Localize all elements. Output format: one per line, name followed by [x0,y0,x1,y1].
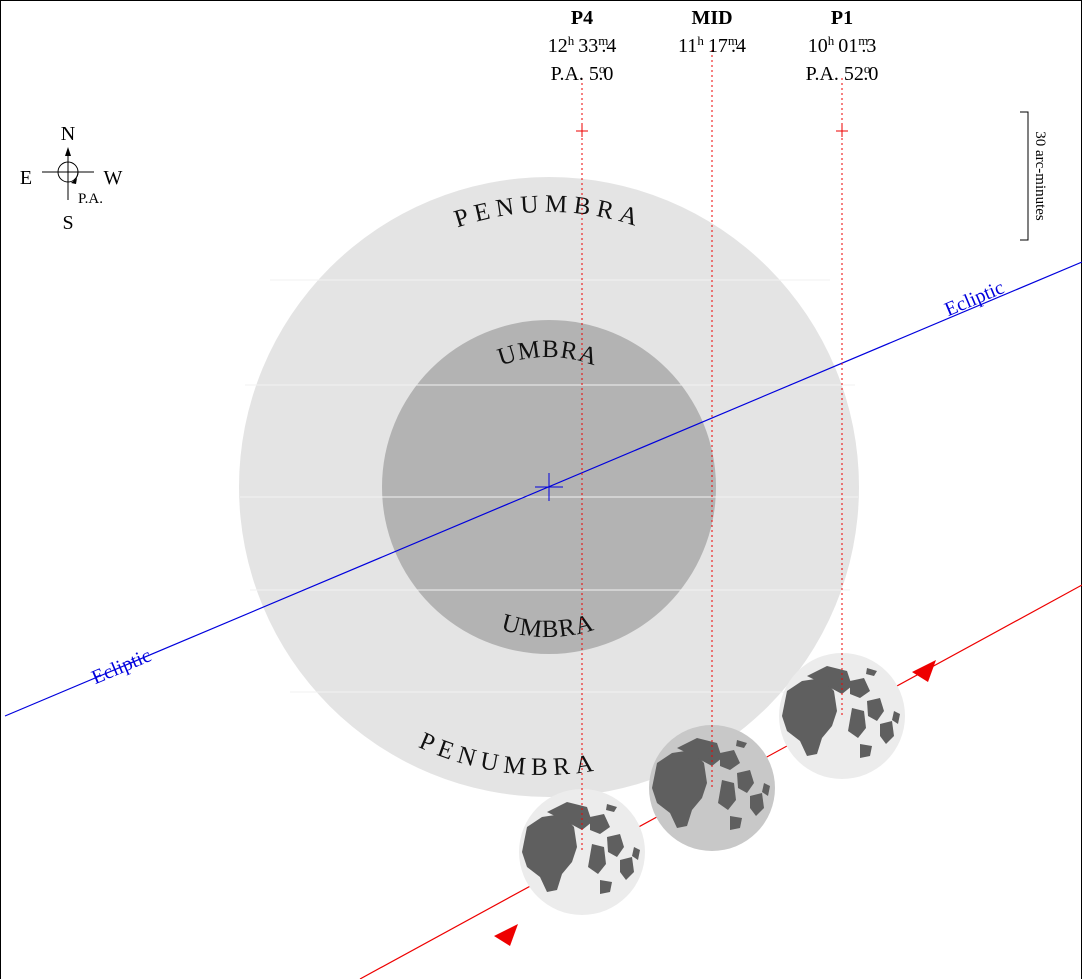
superscript: o [599,61,606,76]
direction-arrow [912,660,936,682]
center-cross [535,473,563,501]
superscript: h [828,33,835,48]
superscript: h [568,33,575,48]
superscript: m [858,33,868,48]
direction-arrow [494,924,518,946]
text-part: 11 [678,35,697,57]
text-part: P.A. 52 [806,63,864,85]
text-part: 12 [548,35,568,57]
position-marks [576,125,848,137]
compass-e: E [20,167,32,189]
contact-time: 10h 01m.3 [808,33,877,58]
compass-pa: P.A. [78,191,103,207]
contact-name: MID [691,7,732,29]
text-part: P.A. 5 [551,63,599,85]
ecliptic-label: Ecliptic [942,276,1008,321]
superscript: m [728,33,738,48]
contact-pa: P.A. 5o.0 [551,61,614,86]
text-part: .0 [863,63,878,85]
text-part: 01 [838,35,858,57]
compass: N E W S P.A. [20,123,123,234]
contact-pa: P.A. 52o.0 [806,61,879,86]
contact-lines [581,50,843,852]
text-part: 17 [708,35,728,57]
moons [519,653,905,915]
shading-lines [240,279,858,693]
scale-label: 30 arc-minutes [1032,131,1048,221]
text-part: .4 [731,35,746,57]
text-part: 10 [808,35,828,57]
contact-name: P1 [831,7,853,29]
contact-time: 12h 33m.4 [548,33,617,58]
contact-name: P4 [571,7,593,29]
contact-time: 11h 17m.4 [678,33,746,58]
compass-s: S [62,212,73,234]
scale-bracket [1020,111,1029,241]
superscript: m [598,33,608,48]
ecliptic-line [4,261,1082,717]
text-part: 33 [578,35,598,57]
pa-arrow [71,178,77,184]
text-part: .0 [598,63,613,85]
text-part: .4 [601,35,616,57]
pa-arc [73,171,79,181]
compass-n: N [61,123,75,145]
compass-w: W [104,167,123,189]
north-arrow [65,147,71,156]
text-part: .3 [861,35,876,57]
superscript: h [697,33,704,48]
superscript: o [864,61,871,76]
scale-bar: 30 arc-minutes [1020,111,1048,241]
